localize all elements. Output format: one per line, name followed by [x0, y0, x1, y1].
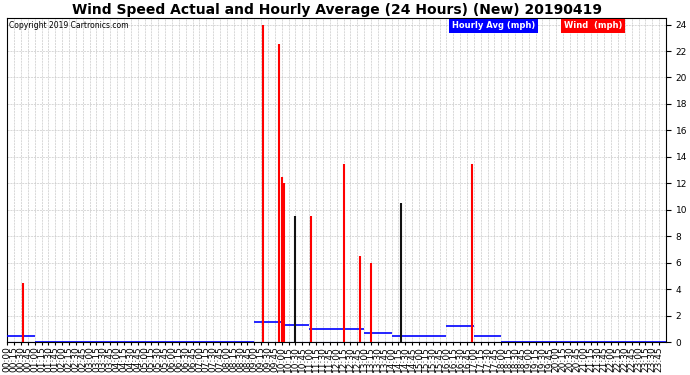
Title: Wind Speed Actual and Hourly Average (24 Hours) (New) 20190419: Wind Speed Actual and Hourly Average (24…: [72, 3, 602, 17]
Text: Copyright 2019 Cartronics.com: Copyright 2019 Cartronics.com: [8, 21, 128, 30]
Text: Wind  (mph): Wind (mph): [564, 21, 622, 30]
Text: Hourly Avg (mph): Hourly Avg (mph): [452, 21, 535, 30]
